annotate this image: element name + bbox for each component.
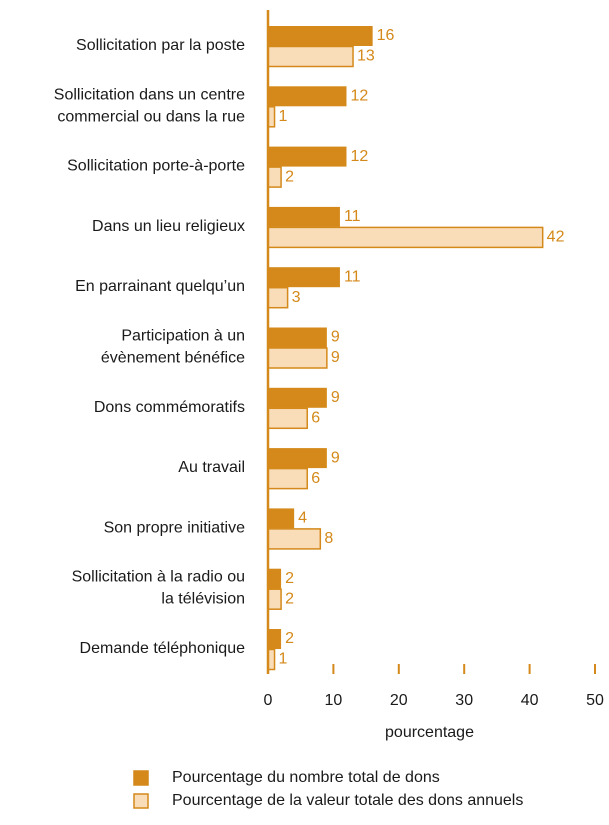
- category-line: évènement bénéfice: [101, 350, 245, 367]
- x-tick-label: 30: [455, 692, 473, 709]
- category-label: Au travail: [178, 459, 245, 476]
- legend-swatch: [133, 770, 149, 786]
- bar: [267, 226, 544, 249]
- category-label: Participation à un évènement bénéfice: [101, 328, 245, 367]
- legend-swatch: [133, 793, 149, 809]
- bar: [267, 347, 328, 369]
- value-label: 12: [350, 88, 368, 105]
- category-line: commercial ou dans la rue: [57, 109, 245, 126]
- value-label: 1: [279, 108, 288, 125]
- category-line: Dons commémoratifs: [94, 399, 245, 416]
- category-line: Sollicitation dans un centre: [54, 87, 245, 104]
- category-label: Sollicitation porte-à-porte: [67, 158, 245, 175]
- bar: [268, 267, 340, 288]
- category-line: Demande téléphonique: [80, 640, 246, 657]
- bar: [268, 206, 340, 227]
- value-label: 16: [377, 27, 395, 44]
- value-label: 4: [298, 510, 307, 527]
- value-label: 8: [324, 530, 333, 547]
- value-label: 2: [285, 590, 294, 607]
- category-line: Sollicitation à la radio ou: [72, 569, 245, 586]
- category-line: Dans un lieu religieux: [92, 218, 245, 235]
- category-label: Dans un lieu religieux: [92, 218, 245, 235]
- value-label: 2: [285, 630, 294, 647]
- category-line: Au travail: [178, 459, 245, 476]
- category-line: Participation à un: [121, 328, 245, 345]
- category-label: Sollicitation par la poste: [76, 37, 245, 54]
- bar: [268, 568, 282, 589]
- value-label: 6: [311, 470, 320, 487]
- bar: [267, 588, 282, 610]
- category-label: Sollicitation dans un centre commercial o…: [54, 87, 245, 126]
- value-label: 2: [285, 570, 294, 587]
- value-label: 9: [331, 349, 340, 366]
- category-label: En parrainant quelqu’un: [75, 278, 245, 295]
- category-line: Sollicitation par la poste: [76, 37, 245, 54]
- category-line: la télévision: [161, 591, 245, 608]
- value-label: 3: [292, 289, 301, 306]
- bar: [268, 387, 327, 408]
- legend-label: Pourcentage du nombre total de dons: [172, 769, 440, 786]
- category-label: Demande téléphonique: [80, 640, 246, 657]
- value-label: 13: [357, 48, 375, 65]
- bar: [267, 286, 289, 309]
- value-label: 11: [344, 208, 361, 225]
- x-axis-label: pourcentage: [385, 724, 474, 741]
- category-label: Dons commémoratifs: [94, 399, 245, 416]
- category-line: En parrainant quelqu’un: [75, 278, 245, 295]
- value-label: 12: [350, 148, 368, 165]
- bar: [267, 166, 282, 188]
- bar: [268, 86, 347, 107]
- category-label: Sollicitation à la radio ou la télévision: [72, 569, 245, 608]
- legend-label: Pourcentage de la valeur totale des dons…: [172, 792, 523, 809]
- value-label: 2: [285, 168, 294, 185]
- category-line: Sollicitation porte-à-porte: [67, 158, 245, 175]
- x-tick-label: 10: [325, 692, 343, 709]
- value-label: 11: [344, 268, 361, 285]
- bar: [268, 508, 295, 529]
- x-tick-label: 20: [390, 692, 408, 709]
- value-label: 1: [279, 651, 288, 668]
- bar: [267, 467, 308, 490]
- value-label: 9: [331, 329, 340, 346]
- category-line: Son propre initiative: [104, 520, 246, 537]
- bar: [268, 146, 347, 167]
- value-label: 9: [331, 389, 340, 406]
- x-tick-label: 0: [264, 692, 273, 709]
- bar: [268, 629, 282, 649]
- category-label: Son propre initiative: [104, 520, 246, 537]
- bar: [267, 407, 308, 430]
- value-label: 6: [311, 410, 320, 427]
- bar: [267, 528, 322, 550]
- x-tick-label: 50: [586, 692, 604, 709]
- bar: [268, 26, 373, 46]
- x-tick-label: 40: [521, 692, 539, 709]
- bar: [268, 448, 327, 469]
- value-label: 9: [331, 449, 340, 466]
- bar: [267, 45, 354, 68]
- bar: [268, 327, 327, 348]
- value-label: 42: [547, 229, 565, 246]
